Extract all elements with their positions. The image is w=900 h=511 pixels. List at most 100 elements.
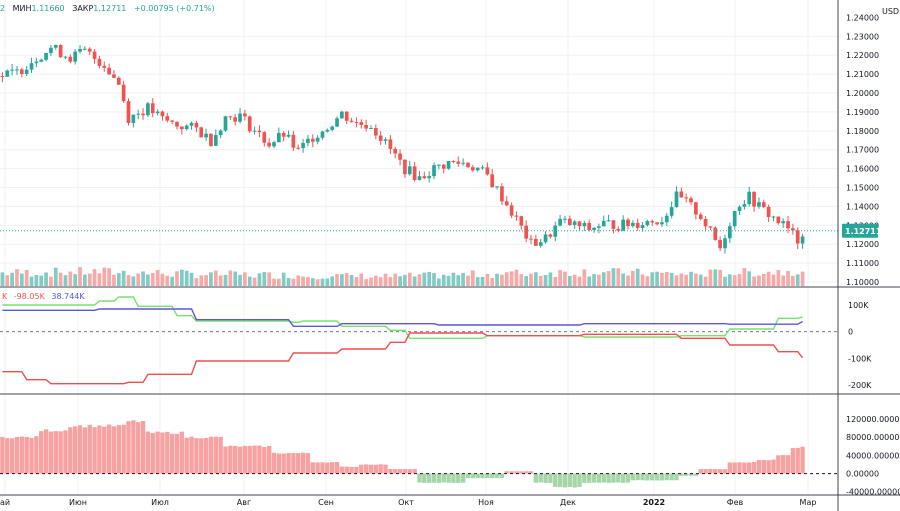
volume-bar: [703, 276, 708, 286]
volume-bar: [63, 275, 68, 286]
volume-bar: [325, 278, 330, 286]
candle-body: [49, 47, 53, 53]
volume-bar: [107, 268, 111, 286]
hist-bar: [397, 469, 403, 474]
candle-body: [645, 221, 650, 226]
candle-body: [238, 113, 242, 122]
volume-bar: [407, 272, 412, 286]
hist-bar: [300, 452, 306, 474]
price-tick-label: 1.17000: [846, 146, 879, 155]
hist-bar: [426, 473, 432, 483]
candle-body: [262, 132, 267, 143]
candle-body: [175, 121, 179, 127]
hist-bar: [291, 453, 296, 474]
candle-body: [713, 227, 718, 240]
hist-bar: [131, 420, 136, 474]
hist-bar: [625, 473, 631, 483]
hist-bar: [790, 448, 796, 474]
volume-bar: [504, 272, 509, 286]
candle-body: [218, 130, 223, 136]
price-tick-label: 1.23000: [846, 32, 879, 41]
hist-bar: [417, 473, 422, 483]
hist-bar: [334, 462, 340, 474]
volume-bar: [359, 273, 364, 286]
volume-bar: [621, 273, 625, 286]
volume-bar: [340, 274, 344, 286]
candle-body: [213, 135, 218, 146]
candle-body: [369, 128, 373, 130]
candle-body: [422, 176, 427, 179]
hist-bar: [504, 471, 509, 474]
volume-bar: [19, 273, 24, 286]
header-partial: 2: [0, 4, 6, 13]
candle-body: [39, 59, 44, 62]
candle-body: [485, 167, 490, 175]
volume-bar: [364, 279, 368, 286]
candle-body: [611, 220, 616, 229]
candle-body: [795, 230, 800, 244]
hist-bar: [286, 453, 291, 474]
price-tick-label: 1.14000: [846, 202, 879, 211]
volume-bar: [718, 269, 722, 286]
candle-body: [146, 103, 150, 116]
volume-bar: [684, 274, 689, 286]
hist-bar: [0, 436, 5, 474]
price-tick-label: 1.24000: [846, 13, 879, 22]
candle-body: [509, 205, 514, 216]
hist-bar: [708, 468, 713, 474]
candle-body: [223, 116, 228, 131]
price-tick-label: 1.12000: [846, 240, 879, 249]
hist-bar: [29, 437, 34, 474]
candle-body: [34, 61, 39, 64]
volume-bar: [543, 275, 548, 286]
cot-series-line: [2, 296, 803, 340]
x-tick-label: Июл: [151, 498, 169, 507]
hist-bar: [611, 473, 616, 483]
volume-bar: [243, 272, 247, 286]
volume-bar: [437, 278, 441, 286]
volume-bar: [320, 278, 325, 286]
volume-bar: [553, 276, 558, 286]
volume-bar: [771, 274, 776, 286]
hist-bar: [330, 462, 335, 474]
volume-bar: [146, 274, 150, 286]
volume-bar: [514, 269, 519, 286]
hist-bar: [795, 447, 800, 474]
volume-bar: [398, 276, 402, 286]
candle-body: [320, 131, 325, 138]
candle-body: [310, 138, 315, 142]
volume-bar: [645, 276, 650, 286]
hist-bar: [160, 432, 165, 474]
price-tag: [842, 223, 878, 238]
candle-body: [703, 219, 708, 227]
hist-bar: [606, 473, 611, 483]
volume-bar: [403, 274, 407, 286]
hist-bar: [121, 424, 126, 474]
volume-bar: [24, 269, 29, 286]
hist-bar: [388, 468, 393, 474]
candle-body: [446, 161, 451, 169]
candle-body: [640, 225, 645, 228]
x-tick-label: Фев: [727, 498, 744, 507]
hist-bar: [354, 466, 359, 474]
hist-bar: [39, 431, 44, 474]
candle-body: [204, 133, 208, 138]
cot-series-line: [2, 308, 803, 328]
volume-bar: [286, 277, 291, 286]
volume-bar: [199, 275, 204, 286]
hist-bar: [557, 473, 563, 488]
candle-body: [354, 122, 359, 124]
hist-tick-label: 80000.00000: [846, 433, 899, 442]
candle-body: [456, 161, 461, 164]
hist-bar: [776, 455, 781, 474]
hist-bar: [102, 426, 107, 474]
volume-bar: [660, 272, 664, 286]
candle-body: [747, 191, 752, 205]
candle-body: [233, 117, 238, 122]
volume-bar: [664, 271, 669, 286]
hist-bar: [732, 462, 737, 474]
candle-body: [441, 164, 446, 169]
candle-body: [519, 216, 524, 226]
volume-bar: [92, 269, 97, 286]
